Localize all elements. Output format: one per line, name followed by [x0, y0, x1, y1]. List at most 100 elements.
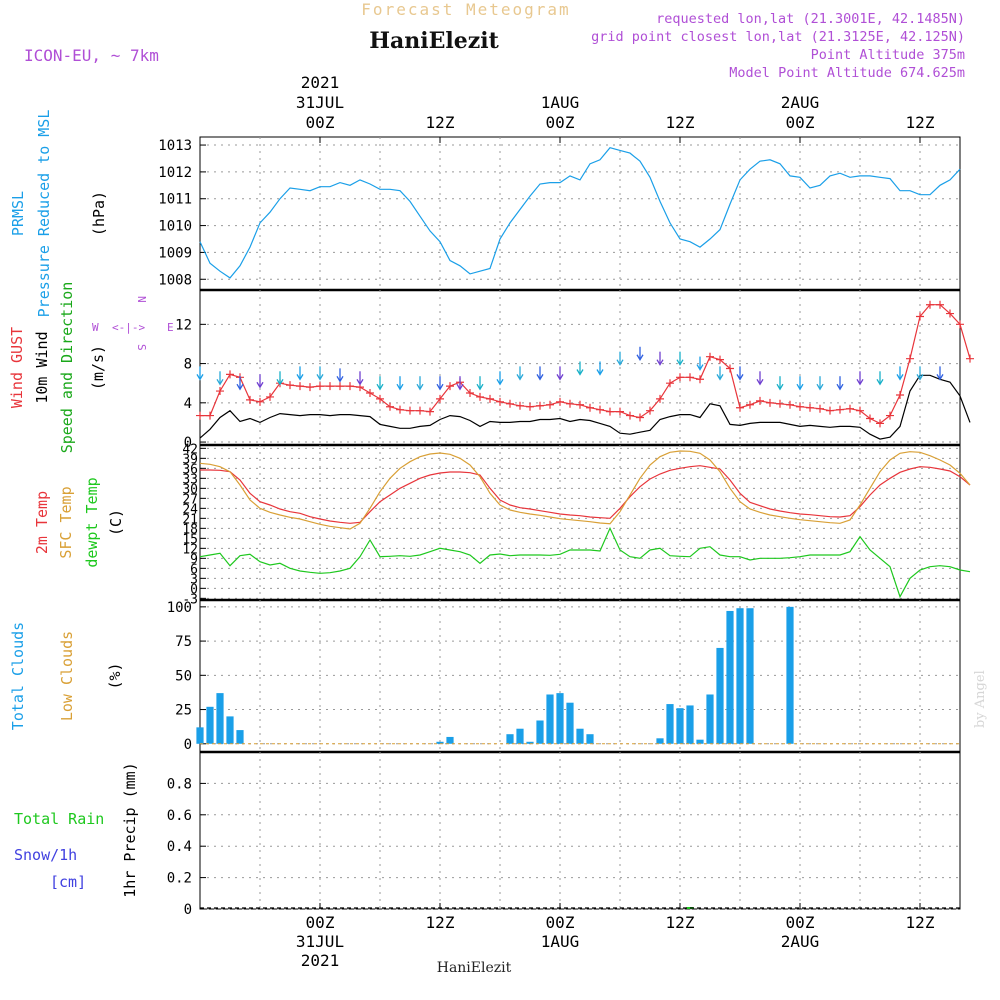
gust-marker — [586, 403, 594, 412]
gust-marker — [526, 402, 534, 411]
panel-label: (hPa) — [90, 191, 108, 236]
y-tick-label: 1012 — [158, 165, 192, 181]
panel-label: 1hr Precip (mm) — [121, 762, 139, 897]
gust-marker — [396, 405, 404, 414]
gust-marker — [866, 414, 874, 423]
watermark: by Angel — [973, 670, 988, 728]
panel-label: (%) — [106, 662, 124, 689]
wind-arrow-head — [736, 374, 744, 381]
gust-marker — [626, 411, 634, 420]
bar-total-clouds — [526, 741, 534, 744]
wind-arrow-head — [336, 376, 344, 383]
wind-arrow-head — [436, 383, 444, 391]
gust-marker — [366, 389, 374, 398]
wind-arrow-head — [656, 359, 664, 366]
gust-marker — [806, 403, 814, 412]
gust-marker — [766, 398, 774, 407]
wind-arrow-head — [476, 383, 484, 391]
gust-marker — [686, 373, 694, 382]
gust-marker — [296, 382, 304, 391]
wind-arrow-head — [516, 374, 524, 381]
y-tick-label: 0 — [184, 902, 192, 918]
gust-marker — [656, 394, 664, 403]
model-name: ICON-EU, ~ 7km — [24, 46, 159, 65]
y-tick-label: 1013 — [158, 138, 192, 154]
gust-marker — [966, 354, 974, 363]
bar-total-clouds — [736, 608, 744, 744]
time-label-top: 31JUL — [296, 93, 344, 112]
gust-marker — [906, 354, 914, 363]
panel-1: 1008 1009 1010 1011 1012 1013 PRMSL Pressure Re… — [9, 110, 961, 318]
y-tick-label: 42 — [182, 442, 198, 457]
y-tick-label: 36 — [182, 462, 198, 477]
line-sfc-temp — [199, 450, 971, 530]
wind-arrow-head — [796, 383, 804, 391]
time-label-bottom: 2AUG — [781, 932, 820, 951]
time-label-top: 00Z — [306, 113, 335, 132]
gust-marker — [536, 401, 544, 410]
gust-marker — [716, 355, 724, 364]
line-10m-wind — [199, 374, 971, 440]
bar-total-clouds — [716, 647, 724, 744]
product-title: Forecast Meteogram — [361, 0, 570, 19]
wind-arrow-head — [216, 378, 224, 386]
wind-arrow-head — [396, 383, 404, 391]
panel-label: Pressure Reduced to MSL — [35, 110, 53, 318]
panel-label: 10m Wind — [33, 331, 51, 403]
footer-location: HaniElezit — [437, 960, 512, 976]
bar-total-clouds — [786, 606, 794, 744]
gust-marker — [486, 394, 494, 403]
bar-total-clouds — [706, 694, 714, 744]
time-label-top: 1AUG — [541, 93, 580, 112]
panel-label: PRMSL — [9, 191, 27, 236]
time-label-top: 00Z — [546, 113, 575, 132]
gust-marker — [556, 397, 564, 406]
wind-arrow-head — [316, 374, 324, 381]
y-tick-label: 1009 — [158, 245, 192, 261]
wind-arrow-head — [236, 383, 244, 391]
wind-arrow-head — [536, 374, 544, 381]
gust-marker — [196, 411, 204, 420]
y-tick-label: 25 — [175, 703, 192, 719]
y-tick-label: 21 — [182, 512, 198, 527]
model-altitude: Model Point Altitude 674.625m — [729, 65, 965, 81]
wind-arrow-head — [676, 359, 684, 366]
line-dewpt-temp — [199, 526, 971, 599]
gust-marker — [416, 406, 424, 415]
y-tick-label: 0 — [184, 737, 192, 753]
gust-marker — [936, 300, 944, 309]
gust-marker — [776, 399, 784, 408]
time-label-top: 2021 — [301, 73, 340, 92]
gust-marker — [386, 402, 394, 411]
bar-total-clouds — [566, 702, 574, 744]
point-altitude: Point Altitude 375m — [811, 47, 965, 63]
panel-label: SFC Temp — [57, 486, 75, 558]
time-label-bottom: 00Z — [786, 913, 815, 932]
wind-direction-arrows — [196, 346, 944, 391]
compass-south-axis: S — [135, 344, 148, 351]
wind-arrow-head — [576, 369, 584, 376]
gust-marker — [616, 407, 624, 416]
bar-total-clouds — [506, 734, 514, 744]
time-label-bottom: 12Z — [906, 913, 935, 932]
compass-north-axis: N — [135, 296, 148, 303]
gust-marker — [736, 403, 744, 412]
gust-marker — [216, 387, 224, 396]
wind-arrow-head — [256, 381, 264, 389]
y-tick-label: 0.4 — [167, 839, 192, 855]
gust-marker — [826, 406, 834, 415]
compass-west: W — [92, 321, 99, 334]
wind-arrow-head — [636, 354, 644, 362]
y-tick-label: 39 — [182, 452, 198, 467]
gust-marker — [726, 364, 734, 373]
y-tick-label: 1011 — [158, 192, 192, 208]
time-label-top: 12Z — [666, 113, 695, 132]
gust-marker — [886, 411, 894, 420]
time-label-bottom: 12Z — [666, 913, 695, 932]
wind-arrow-head — [856, 378, 864, 386]
y-tick-label: 24 — [182, 502, 198, 517]
panel-label: Wind GUST — [8, 327, 26, 408]
y-tick-label: 75 — [175, 634, 192, 650]
